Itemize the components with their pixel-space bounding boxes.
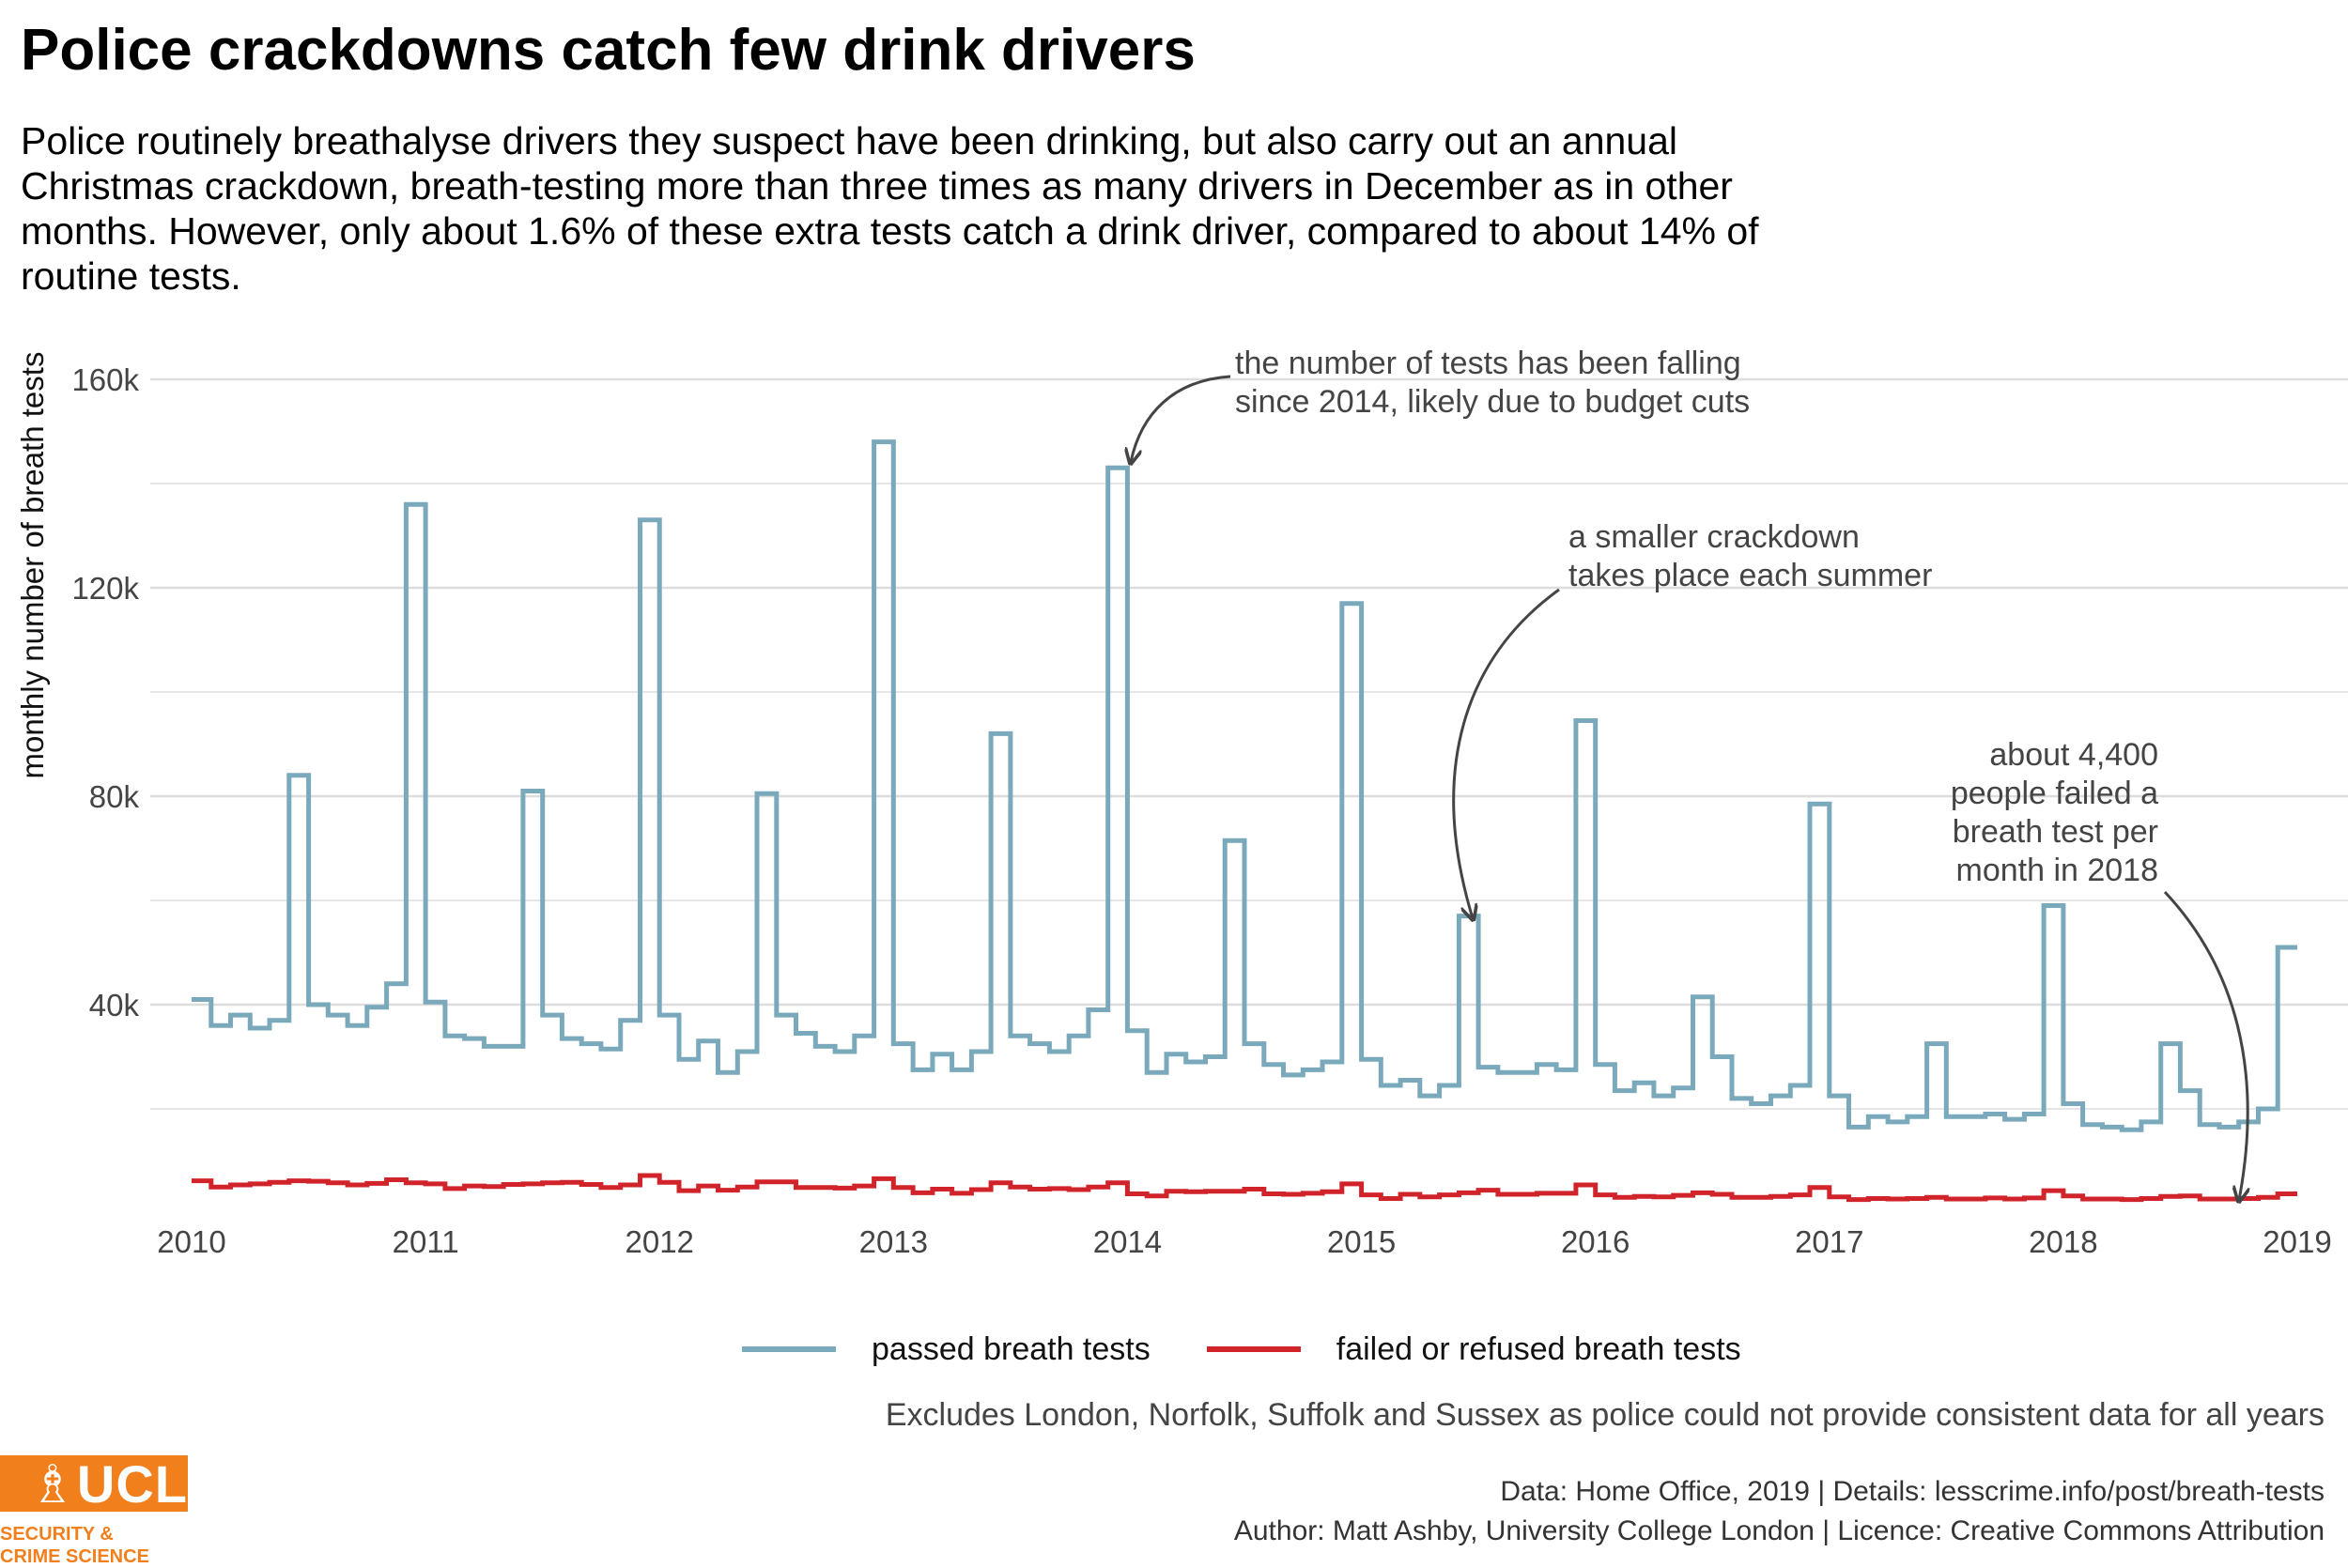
legend-label-failed: failed or refused breath tests bbox=[1336, 1330, 1741, 1367]
annotation-text: people failed a bbox=[1951, 776, 2158, 811]
legend-swatch-failed bbox=[1206, 1346, 1301, 1352]
ucl-logo: ♗UCL SECURITY & CRIME SCIENCE bbox=[0, 1455, 188, 1568]
credits-line-1: Data: Home Office, 2019 | Details: lessc… bbox=[1500, 1476, 2325, 1507]
x-axis-ticks: 2010 2011 2012 2013 2014 2015 2016 2017 2018 2019 bbox=[157, 1224, 2331, 1259]
grid-lines bbox=[150, 377, 2348, 1110]
annotation-text: since 2014, likely due to budget cuts bbox=[1235, 384, 1750, 420]
y-tick-label: 120k bbox=[71, 571, 139, 606]
ucl-logo-line-2: CRIME SCIENCE bbox=[0, 1546, 149, 1567]
annotation-arrow bbox=[2163, 890, 2248, 1200]
excludes-note: Excludes London, Norfolk, Suffolk and Su… bbox=[885, 1397, 2325, 1433]
x-tick-label: 2013 bbox=[859, 1224, 928, 1259]
x-tick-label: 2014 bbox=[1093, 1224, 1162, 1259]
x-tick-label: 2015 bbox=[1327, 1224, 1396, 1259]
x-tick-label: 2012 bbox=[626, 1224, 694, 1259]
y-tick-label: 80k bbox=[89, 779, 140, 814]
ucl-logo-text: SECURITY & CRIME SCIENCE bbox=[0, 1523, 188, 1568]
annotation-text: breath test per bbox=[1953, 814, 2158, 850]
annotation-text: the number of tests has been falling bbox=[1235, 346, 1741, 381]
y-tick-label: 160k bbox=[71, 362, 139, 397]
x-tick-label: 2016 bbox=[1561, 1224, 1630, 1259]
x-tick-label: 2019 bbox=[2263, 1224, 2331, 1259]
credits-line-2: Author: Matt Ashby, University College L… bbox=[1233, 1515, 2325, 1546]
legend: passed breath tests failed or refused br… bbox=[742, 1326, 1798, 1373]
ucl-logo-line-1: SECURITY & bbox=[0, 1524, 114, 1545]
ucl-logo-mark: ♗UCL bbox=[0, 1455, 188, 1514]
y-tick-label: 40k bbox=[89, 988, 140, 1022]
chart-title: Police crackdowns catch few drink driver… bbox=[21, 18, 1196, 83]
annotation-arrow bbox=[1452, 588, 1560, 918]
legend-item-passed: passed breath tests bbox=[742, 1331, 1151, 1368]
annotations: the number of tests has been fallingsinc… bbox=[1131, 346, 2248, 1200]
annotation-text: a smaller crackdown bbox=[1568, 519, 1860, 555]
annotation-text: takes place each summer bbox=[1568, 558, 1932, 593]
legend-label-passed: passed breath tests bbox=[872, 1330, 1151, 1367]
series-passed-line bbox=[192, 439, 2297, 1132]
chart-subtitle: Police routinely breathalyse drivers the… bbox=[21, 119, 1759, 298]
x-tick-label: 2018 bbox=[2029, 1224, 2097, 1259]
annotation-text: about 4,400 bbox=[1989, 737, 2158, 773]
y-axis-label: monthly number of breath tests bbox=[15, 352, 50, 779]
x-tick-label: 2017 bbox=[1795, 1224, 1863, 1259]
credits: Data: Home Office, 2019 | Details: lessc… bbox=[1234, 1472, 2325, 1551]
x-tick-label: 2010 bbox=[157, 1224, 225, 1259]
legend-item-failed: failed or refused breath tests bbox=[1206, 1330, 1741, 1368]
annotation-text: month in 2018 bbox=[1956, 853, 2159, 888]
legend-swatch-passed bbox=[742, 1346, 836, 1352]
x-tick-label: 2011 bbox=[393, 1224, 459, 1259]
y-axis-ticks: 40k 80k 120k 160k bbox=[71, 362, 139, 1022]
annotation-arrow bbox=[1131, 375, 1231, 462]
series-lines bbox=[192, 439, 2297, 1203]
series-failed-line bbox=[192, 1173, 2297, 1203]
annotation-1: the number of tests has been fallingsinc… bbox=[1131, 346, 1750, 462]
